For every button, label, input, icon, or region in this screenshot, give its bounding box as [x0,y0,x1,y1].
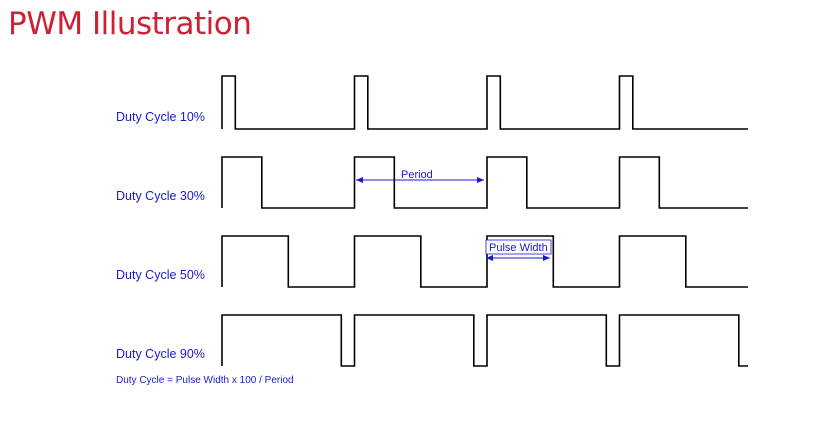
pwm-waveform [221,156,748,209]
period-arrowhead-right [477,177,484,183]
duty-cycle-label: Duty Cycle 50% [116,268,205,282]
period-arrowhead-left [356,177,363,183]
waveform-rows: Duty Cycle 10% Duty Cycle 30% Duty Cycle 5… [116,75,748,367]
pulse-width-label: Pulse Width [489,242,548,254]
duty-cycle-label: Duty Cycle 10% [116,110,205,124]
pwm-waveform [221,235,748,288]
pulse-width-label-box [485,239,552,255]
pulse-width-annotation: Pulse Width [485,239,552,261]
duty-cycle-label: Duty Cycle 90% [116,347,205,361]
period-label: Period [401,169,433,181]
duty-cycle-label: Duty Cycle 30% [116,189,205,203]
duty-cycle-formula: Duty Cycle = Pulse Width x 100 / Period [116,375,294,386]
period-annotation: Period [356,169,484,183]
pulse-width-arrowhead-left [486,255,493,261]
pwm-waveform [221,314,748,367]
waveform-row: Duty Cycle 90% [116,314,748,367]
pwm-waveform [221,75,748,130]
waveform-row: Duty Cycle 50% [116,235,748,288]
pulse-width-arrowhead-right [543,255,550,261]
waveform-row: Duty Cycle 10% [116,75,748,130]
waveform-row: Duty Cycle 30% [116,156,748,209]
page-title: PWM Illustration [8,6,252,42]
